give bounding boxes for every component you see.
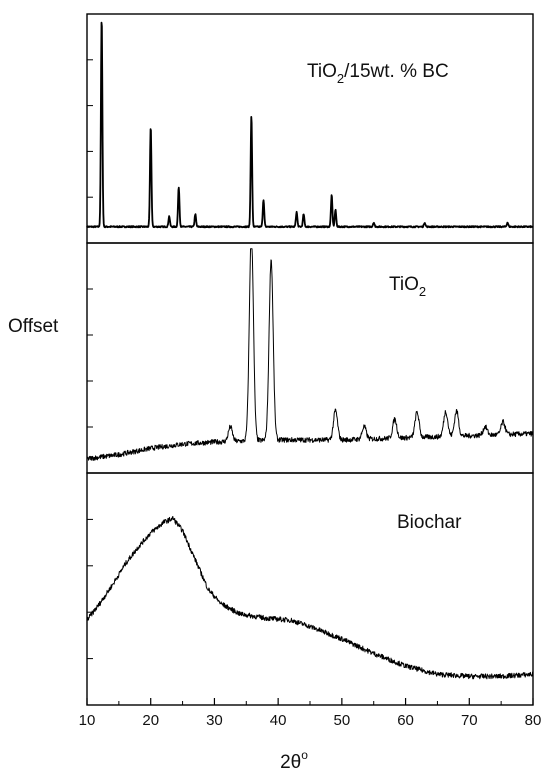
panel-1: TiO2/15wt. % BC: [86, 13, 534, 244]
panel-label-sub: 2: [337, 71, 344, 86]
panel-3: Biochar: [86, 472, 534, 706]
x-tick-label: 30: [206, 712, 223, 729]
x-axis: 10 20 30 40 50 60 70 80: [79, 698, 542, 729]
panel-label: TiO2/15wt. % BC: [307, 61, 449, 86]
series-line-3: [86, 516, 534, 680]
x-tick-label: 20: [142, 712, 159, 729]
panel-frame: [86, 13, 534, 244]
panel-label-sub: 2: [419, 284, 426, 299]
x-axis-label-sup: o: [301, 748, 308, 762]
x-tick-label: 40: [270, 712, 287, 729]
series-line-1: [86, 21, 534, 229]
x-tick-label: 60: [397, 712, 414, 729]
y-axis-label: Offset: [8, 316, 59, 337]
panel-label-main: TiO: [389, 274, 419, 295]
panel-label-rest: /15wt. % BC: [344, 61, 449, 82]
panel-2: TiO2: [86, 242, 534, 474]
panel-frame: [86, 472, 534, 706]
panel-label-main: TiO: [307, 61, 337, 82]
panel-frame: [86, 242, 534, 474]
x-axis-label: 2θo: [280, 748, 308, 773]
x-tick-label: 10: [79, 712, 96, 729]
x-tick-label: 80: [525, 712, 542, 729]
panel-label: TiO2: [389, 274, 426, 299]
x-tick-label: 70: [461, 712, 478, 729]
panel-label: Biochar: [397, 512, 462, 533]
x-tick-label: 50: [334, 712, 351, 729]
series-line-2: [86, 248, 534, 461]
panel-label-main: Biochar: [397, 512, 462, 533]
x-axis-label-main: 2θ: [280, 752, 301, 773]
